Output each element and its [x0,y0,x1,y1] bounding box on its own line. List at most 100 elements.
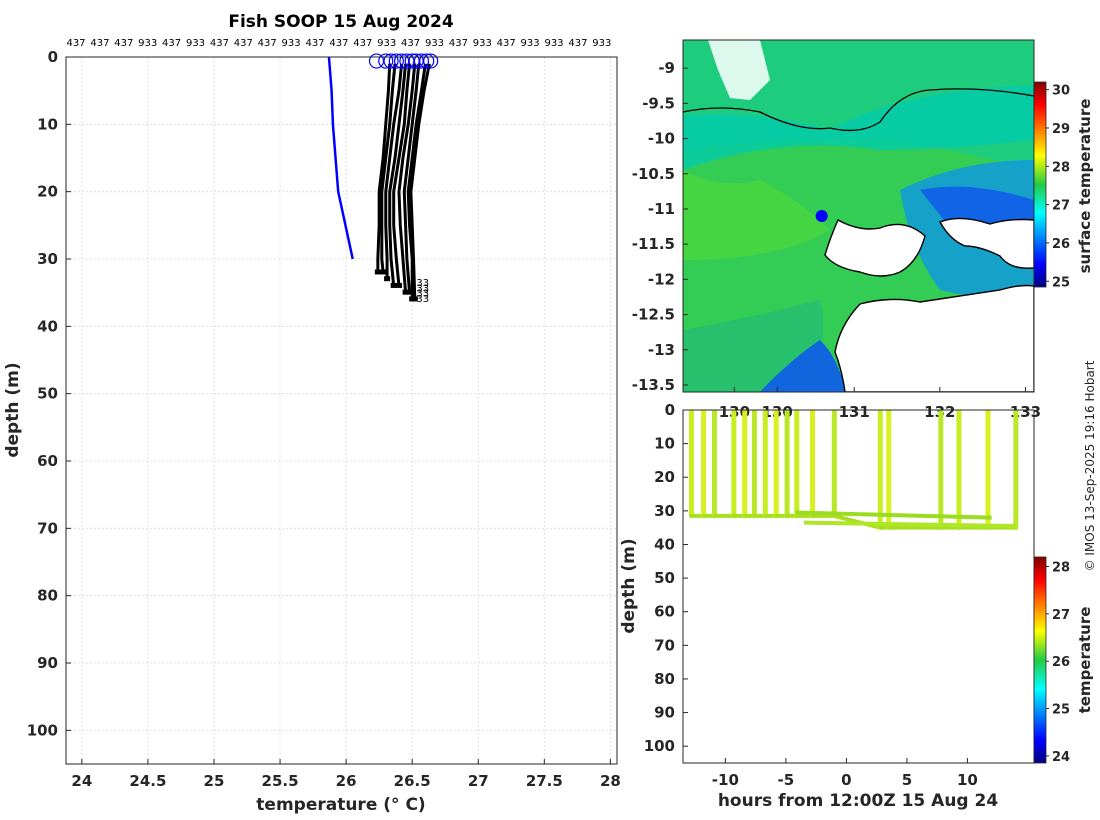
profile-line [397,63,417,293]
map-colorbar-label: surface temperature [1076,99,1094,274]
map-track-position [815,210,828,222]
profile-top-label: 437 [329,38,348,49]
profile-end-marker [384,276,391,282]
chart-title: Fish SOOP 15 Aug 2024 [228,12,454,32]
profile-surface-marker [388,53,404,69]
map-colorbar-tick-label: 30 [1052,84,1070,99]
map-colorbar-ticks: 25 26 27 28 29 30 [1046,84,1070,290]
ts-y-tick-label: 10 [654,435,675,453]
ts-y-tick-label: 60 [654,603,675,621]
map-y-tick-label: -13 [648,341,675,359]
profile-top-label: 437 [234,38,253,49]
ts-colorbar-ticks: 24 25 26 27 28 [1046,560,1070,765]
profile-surface-marker [413,53,430,69]
ts-colorbar-tick-label: 24 [1052,750,1070,765]
profile-y-tick-label: 100 [27,721,58,739]
map-x-tick-label: 131 [839,403,870,421]
profile-x-tick-label: 27 [468,772,489,790]
profile-top-label: 437 [568,38,587,49]
profile-top-labels: 437 437 437 933 437 933 437 437 437 933 437 437 437 9… [66,38,611,49]
profile-y-tick-label: 10 [37,115,58,133]
profile-end-marker [395,282,402,288]
map-y-tick-label: -12.5 [632,306,675,324]
profile-y-tick-label: 90 [37,654,58,672]
map-y-tick-label: -10.5 [632,165,675,183]
profile-y-tick-label: 70 [37,519,58,537]
ts-colorbar-tick-label: 25 [1052,703,1070,718]
ts-colorbar-tick-label: 27 [1052,608,1070,623]
profile-x-tick-label: 27.5 [526,772,563,790]
profile-line [376,63,392,273]
profile-y-tick-label: 80 [37,587,58,605]
ts-x-tick-label: -5 [778,771,795,789]
map-cloud-mask [708,40,770,100]
copyright-credit: © IMOS 13-Sep-2025 19:16 Hobart [1083,360,1097,571]
profile-top-label: 933 [544,38,563,49]
sst-map: -9 -9.5 -10 -10.5 -11 -11.5 -12 -12.5 -13 -13.5 1… [632,39,1094,421]
map-colorbar-tick-label: 29 [1052,122,1070,137]
profile-top-label: 437 [449,38,468,49]
ts-y-tick-label: 30 [654,502,675,520]
profile-x-tick-label: 24 [71,772,92,790]
ts-x-ticks: -10 -5 0 5 10 [712,758,978,789]
profile-y-tick-label: 50 [37,385,58,403]
ts-y-tick-label: 70 [654,636,675,654]
profile-x-tick-label: 24.5 [129,772,166,790]
profile-end-marker [374,269,381,275]
profile-x-ticks: 24 24.5 25 25.5 26 26.5 27 27.5 28 [71,759,621,790]
map-colorbar-tick-label: 26 [1052,237,1070,252]
ts-x-tick-label: 10 [957,771,978,789]
ts-y-axis-label: depth (m) [619,538,639,633]
profile-line [384,63,404,280]
profile-end-marker [380,269,387,275]
profile-axes-box [65,56,618,765]
profile-end-label: 33 [416,294,429,305]
map-colorbar-tick-label: 25 [1052,275,1070,290]
ts-colorbar-label: temperature [1076,607,1094,714]
profile-end-label: 33 [416,283,429,294]
map-y-tick-label: -11.5 [632,235,675,253]
profile-chart: Fish SOOP 15 Aug 2024 437 437 437 933 437 933… [3,12,621,815]
profile-y-tick-label: 40 [37,317,58,335]
map-mainland [834,284,1034,392]
ts-colorbar [1033,556,1047,764]
profile-top-label: 933 [521,38,540,49]
profile-end-marker [411,296,418,302]
profile-y-axis-label: depth (m) [3,362,23,457]
profile-grid [66,56,617,764]
profile-surface-marker [423,53,439,69]
profile-x-tick-label: 26.5 [394,772,431,790]
profile-y-tick-label: 60 [37,452,58,470]
ts-x-tick-label: -10 [712,771,739,789]
profile-end-marker [402,289,409,295]
profile-x-axis-label: temperature (° C) [256,795,425,815]
map-cobourg-peninsula [939,217,1034,269]
profile-line-reference [327,56,354,260]
profile-end-label: 33 [416,278,429,289]
profile-end-label: 33 [416,289,429,300]
profile-y-tick-label: 20 [37,183,58,201]
profile-line [402,63,421,293]
map-colorbar-tick-label: 27 [1052,199,1070,214]
profile-x-tick-label: 25 [204,772,225,790]
profile-top-label: 933 [592,38,611,49]
profile-top-label: 437 [258,38,277,49]
profile-top-label: 437 [90,38,109,49]
profile-top-label: 437 [497,38,516,49]
ts-y-tick-label: 90 [654,704,675,722]
map-y-tick-label: -13.5 [632,376,675,394]
profile-y-ticks: 0 10 20 30 40 50 60 70 80 90 100 [27,48,71,739]
map-y-ticks: -9 -9.5 -10 -10.5 -11 -11.5 -12 -12.5 -13 -13.5 [632,59,688,394]
ts-y-tick-label: 20 [654,468,675,486]
profile-top-label: 437 [305,38,324,49]
profile-surface-marker [378,53,394,69]
ts-y-ticks: 0 10 20 30 40 50 60 70 80 90 100 [644,401,688,755]
map-y-tick-label: -11 [648,200,675,218]
profile-y-tick-label: 30 [37,250,58,268]
profile-top-label: 933 [282,38,301,49]
ts-y-tick-label: 40 [654,535,675,553]
ts-shallow-trace [795,510,992,520]
ts-deep-trace [804,520,1016,528]
